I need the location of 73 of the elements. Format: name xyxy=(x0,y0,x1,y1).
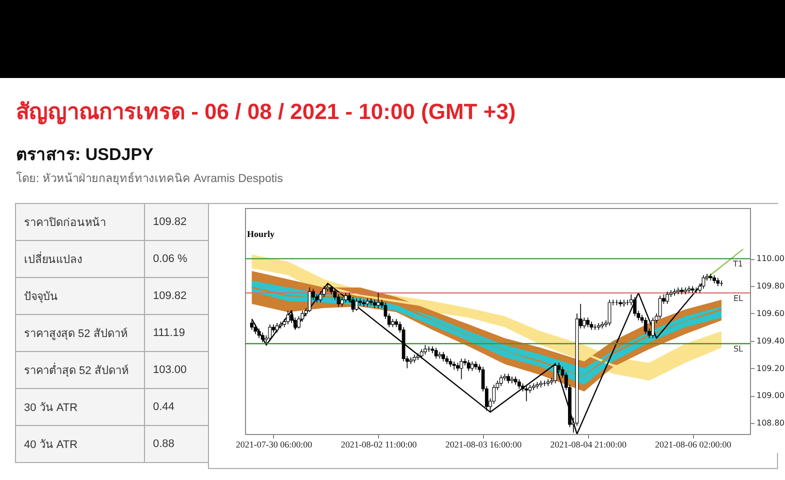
candlestick xyxy=(582,317,586,329)
candlestick xyxy=(506,373,510,384)
candlestick xyxy=(554,362,558,384)
candlestick xyxy=(517,378,521,390)
y-tick-label: 109.60 xyxy=(756,308,784,318)
annotation: Hourly xyxy=(247,229,275,239)
candlestick xyxy=(254,324,258,334)
candlestick xyxy=(608,299,612,326)
candlestick xyxy=(690,286,694,294)
text: 0.06 % xyxy=(144,240,218,278)
candlestick xyxy=(651,317,655,339)
text: ราคาสูงสุด 52 สัปดาห์ xyxy=(16,314,144,352)
text: 109.82 xyxy=(144,278,218,314)
candlestick xyxy=(257,328,261,339)
text: 0.88 xyxy=(144,426,218,462)
y-tick-label: 109.40 xyxy=(756,336,784,346)
y-tick-label: 108.80 xyxy=(756,418,784,428)
text: ราคาต่ำสุด 52 สัปดาห์ xyxy=(16,352,144,388)
text: 109.82 xyxy=(144,204,218,240)
candlestick xyxy=(420,348,424,360)
candlestick xyxy=(666,291,670,304)
text: 40 วัน ATR xyxy=(16,426,144,462)
text: 103.00 xyxy=(144,352,218,388)
candlestick xyxy=(260,332,264,343)
candlestick xyxy=(466,360,470,372)
ref-line-label: SL xyxy=(733,344,744,354)
candlestick xyxy=(644,317,648,334)
candlestick xyxy=(434,347,438,360)
text: เปลี่ยนแปลง xyxy=(16,240,144,278)
candlestick xyxy=(442,351,446,362)
text: 30 วัน ATR xyxy=(16,388,144,426)
candlestick xyxy=(546,378,550,386)
text: สัญญาณการเทรด - 06 / 08 / 2021 - 10:00 (GMT +3) xyxy=(16,98,516,126)
candlestick xyxy=(416,352,420,360)
candlestick xyxy=(340,296,344,308)
candlestick xyxy=(452,361,456,370)
candlestick xyxy=(524,386,528,402)
candlestick xyxy=(275,322,279,334)
candlestick xyxy=(286,310,290,325)
candlestick xyxy=(268,324,272,342)
candlestick xyxy=(376,292,380,308)
x-tick-label: 2021-08-03 16:00:00 xyxy=(445,440,522,450)
y-tick-label: 109.20 xyxy=(756,364,784,373)
text: โดย: หัวหน้าฝ่ายกลยุทธ์ทางเทคนิค Avramis Despotis xyxy=(16,170,283,187)
candlestick xyxy=(687,286,691,294)
y-tick-label: 109.00 xyxy=(756,391,784,400)
candlestick xyxy=(460,358,464,380)
y-tick-label: 110.00 xyxy=(756,254,784,264)
text: 0.44 xyxy=(144,388,218,426)
candlestick xyxy=(424,344,427,355)
text: ราคาปิดก่อนหน้า xyxy=(16,204,144,240)
candlestick xyxy=(510,376,514,384)
candlestick xyxy=(658,295,662,320)
candlestick xyxy=(684,287,688,295)
candlestick xyxy=(354,298,358,312)
candlestick xyxy=(539,380,543,388)
candlestick xyxy=(351,296,355,312)
ref-line-label: EL xyxy=(733,294,744,303)
candlestick xyxy=(633,296,636,317)
text: ปัจจุบัน xyxy=(16,278,144,314)
x-tick-label: 2021-07-30 06:00:00 xyxy=(236,440,313,450)
text: 111.19 xyxy=(144,314,218,352)
x-tick-label: 2021-08-04 21:00:00 xyxy=(550,440,627,450)
x-tick-label: 2021-08-06 02:00:00 xyxy=(654,440,732,450)
candlestick xyxy=(499,374,503,386)
candlestick xyxy=(308,287,312,312)
x-tick-label: 2021-08-02 11:00:00 xyxy=(340,440,418,450)
candlestick xyxy=(344,292,348,303)
candlestick xyxy=(470,361,474,372)
candlestick xyxy=(586,317,590,328)
y-tick-label: 109.80 xyxy=(756,282,784,291)
text: ตราสาร: USDJPY xyxy=(16,144,154,166)
ref-line-label: T1 xyxy=(732,260,743,269)
